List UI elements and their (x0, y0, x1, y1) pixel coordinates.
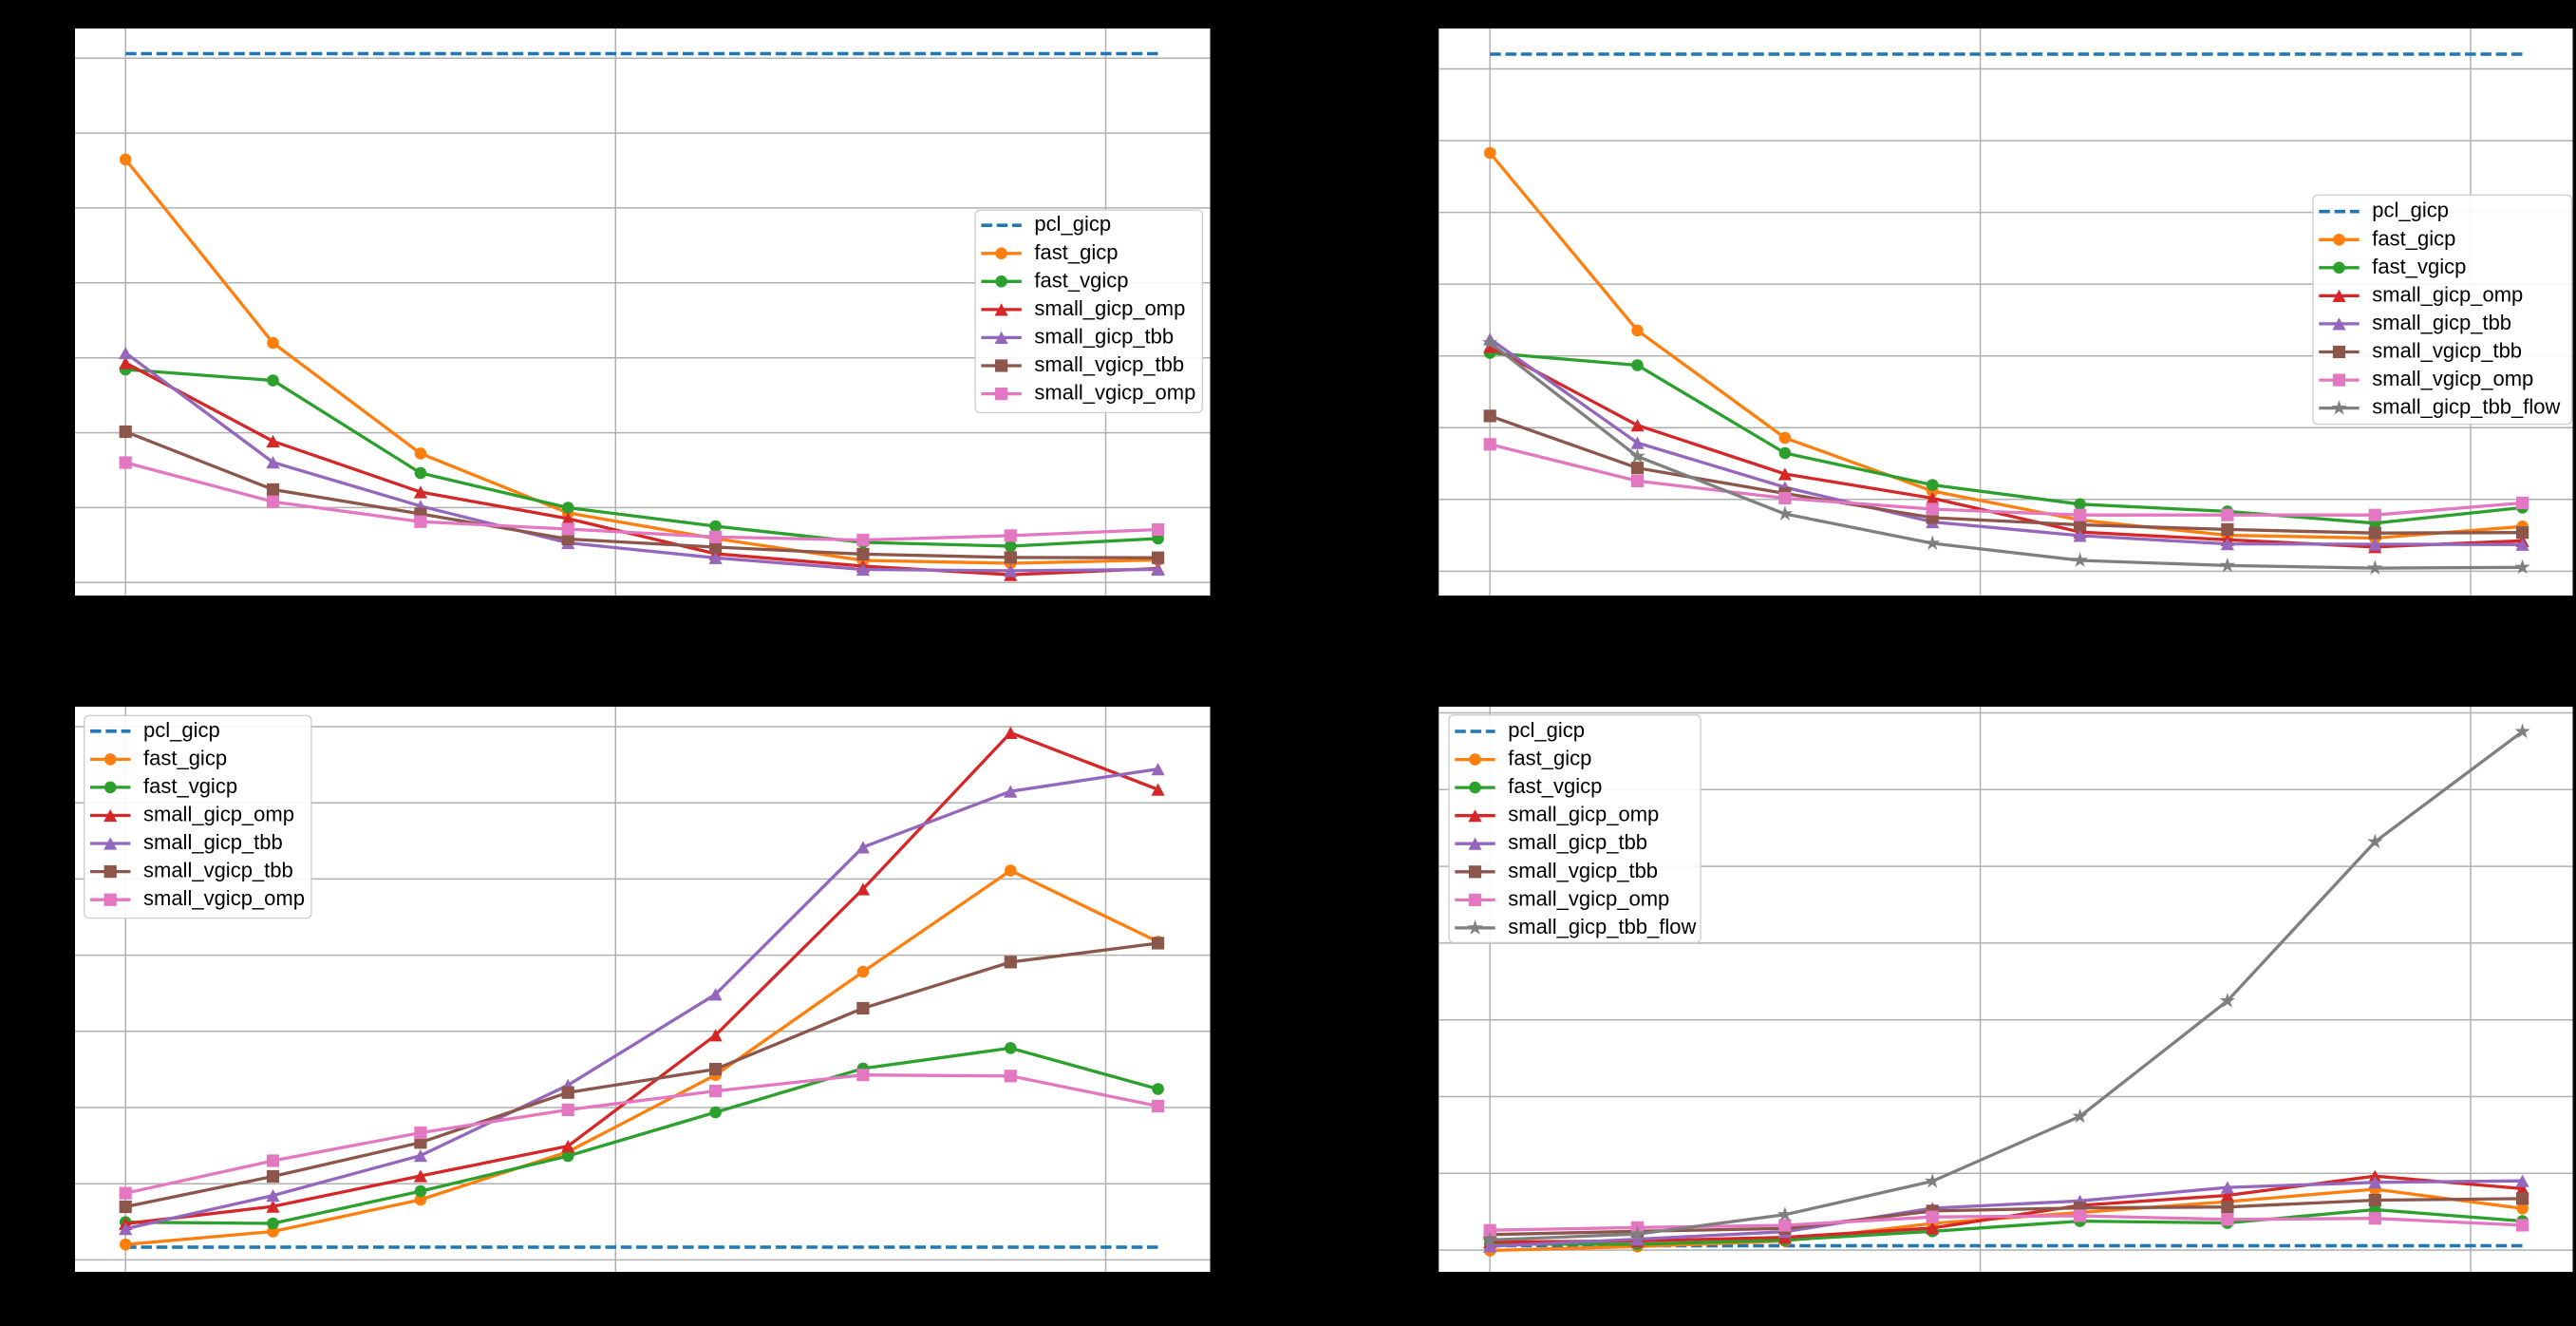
svg-text:fast_vgicp: fast_vgicp (1508, 774, 1602, 798)
svg-text:fast_vgicp: fast_vgicp (143, 774, 237, 798)
svg-text:small_vgicp_tbb: small_vgicp_tbb (1508, 859, 1658, 882)
svg-text:fast_gicp: fast_gicp (143, 746, 227, 769)
svg-text:small_vgicp_omp: small_vgicp_omp (1508, 886, 1669, 910)
svg-text:fast_gicp: fast_gicp (2372, 226, 2455, 250)
svg-text:small_vgicp_tbb: small_vgicp_tbb (143, 859, 293, 882)
svg-text:fast_vgicp: fast_vgicp (2372, 255, 2466, 278)
svg-text:small_gicp_tbb: small_gicp_tbb (1034, 324, 1174, 348)
svg-text:small_gicp_omp: small_gicp_omp (143, 803, 294, 826)
svg-text:small_gicp_omp: small_gicp_omp (2372, 282, 2523, 306)
svg-text:fast_vgicp: fast_vgicp (1034, 268, 1128, 292)
svg-text:small_gicp_omp: small_gicp_omp (1034, 296, 1185, 320)
svg-text:small_vgicp_omp: small_vgicp_omp (143, 886, 305, 910)
svg-text:small_gicp_tbb: small_gicp_tbb (143, 830, 283, 854)
svg-text:small_gicp_tbb_flow: small_gicp_tbb_flow (2372, 395, 2560, 419)
svg-text:small_vgicp_omp: small_vgicp_omp (1034, 381, 1195, 405)
svg-text:pcl_gicp: pcl_gicp (1034, 212, 1111, 236)
svg-text:fast_gicp: fast_gicp (1508, 747, 1591, 770)
svg-text:small_gicp_tbb: small_gicp_tbb (1508, 830, 1647, 854)
svg-text:small_vgicp_tbb: small_vgicp_tbb (1034, 352, 1184, 376)
svg-text:small_gicp_omp: small_gicp_omp (1508, 803, 1659, 826)
svg-text:small_vgicp_tbb: small_vgicp_tbb (2372, 339, 2522, 363)
svg-text:small_gicp_tbb_flow: small_gicp_tbb_flow (1508, 915, 1696, 938)
svg-text:fast_gicp: fast_gicp (1034, 240, 1118, 264)
svg-text:small_gicp_tbb: small_gicp_tbb (2372, 311, 2511, 334)
svg-text:pcl_gicp: pcl_gicp (2372, 199, 2449, 222)
svg-text:small_vgicp_omp: small_vgicp_omp (2372, 367, 2533, 390)
svg-text:pcl_gicp: pcl_gicp (1508, 718, 1585, 742)
svg-text:pcl_gicp: pcl_gicp (143, 718, 220, 742)
